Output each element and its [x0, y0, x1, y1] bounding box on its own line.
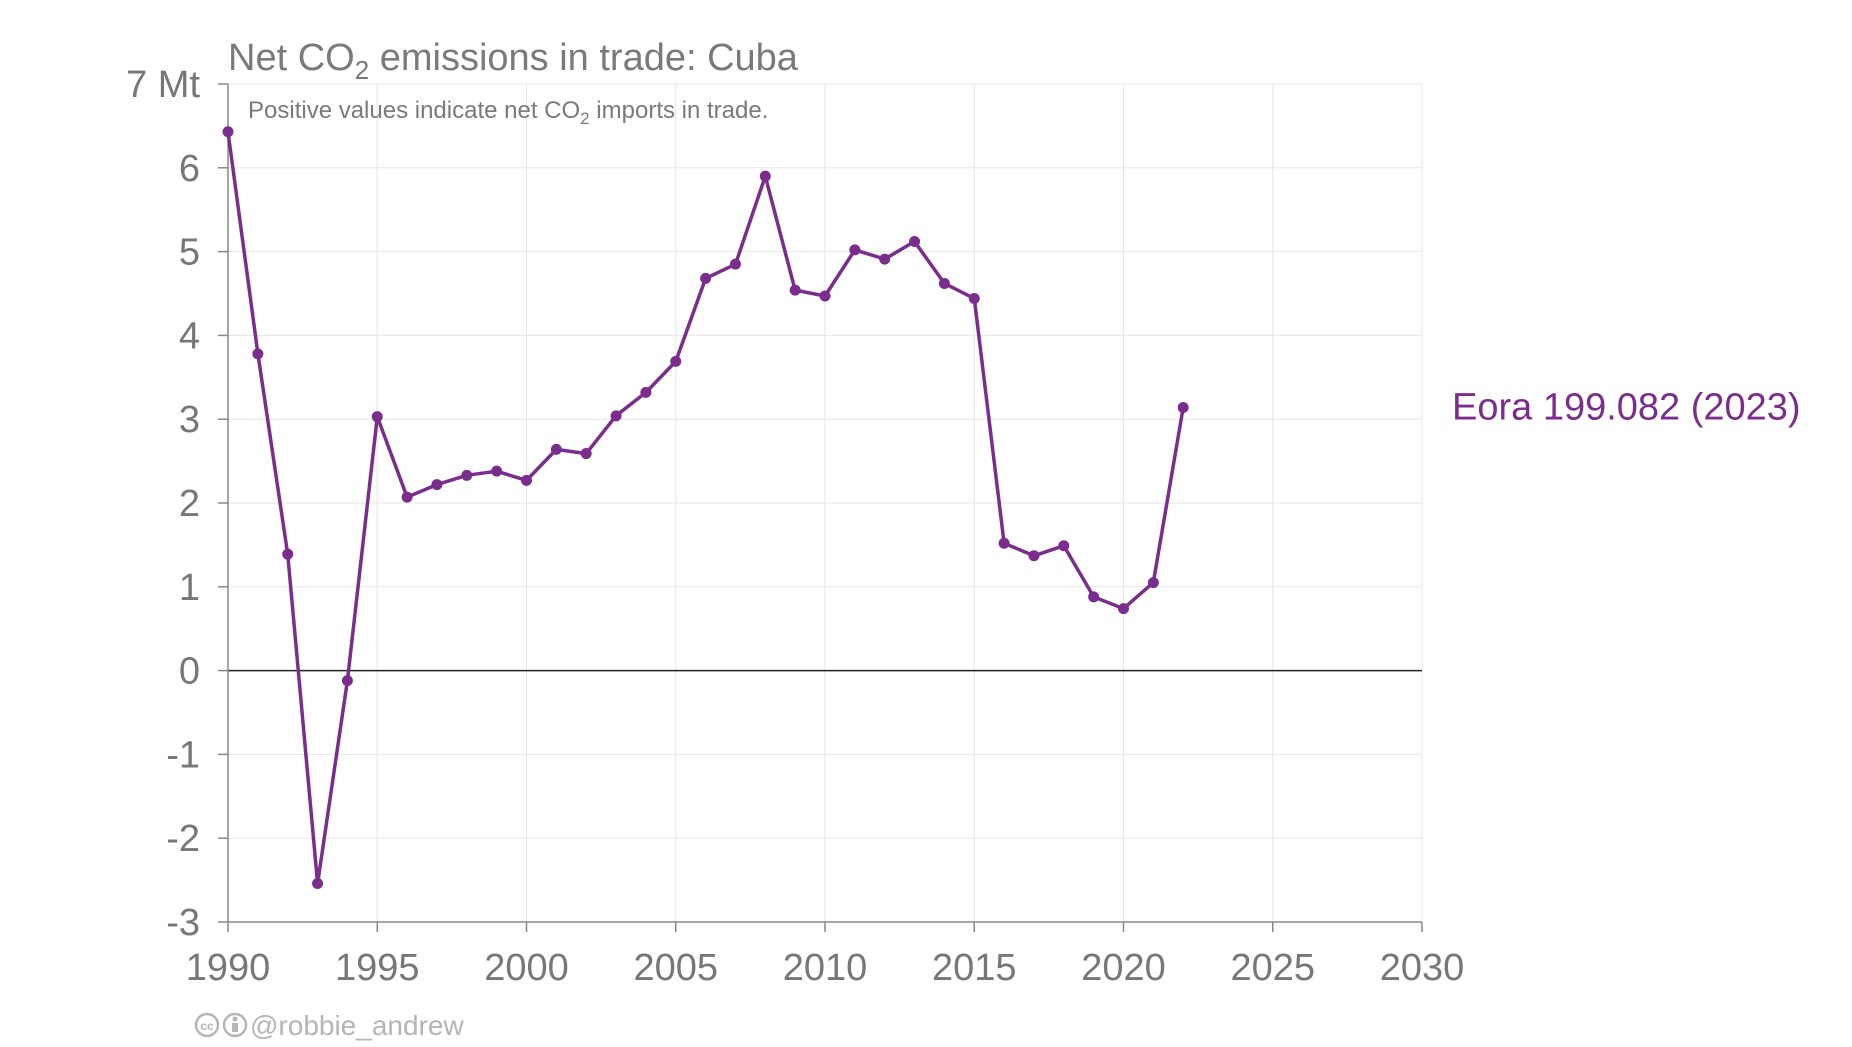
data-point	[461, 469, 473, 481]
grid	[227, 83, 1423, 923]
x-tick-label: 2015	[932, 947, 1017, 989]
series-label: Eora 199.082 (2023)	[1452, 386, 1801, 428]
data-point	[312, 877, 324, 889]
y-tick-label: -2	[166, 818, 200, 860]
x-tick-label: 2005	[633, 947, 718, 989]
x-tick-label: 2030	[1380, 947, 1465, 989]
data-point	[521, 474, 532, 486]
x-tick-label: 2025	[1230, 947, 1315, 989]
series-layer: Eora 199.082 (2023)	[222, 126, 1801, 889]
y-tick-label: -1	[166, 734, 200, 776]
data-point	[282, 548, 294, 560]
cc-icon: cc	[194, 1012, 220, 1038]
data-point	[401, 491, 413, 503]
axes: -3 -2 -1 0 1 2 3 4 5 6 7 Mt 1990 1995 2000 2005 2010 201…	[126, 64, 1464, 989]
data-point	[640, 386, 652, 398]
data-point	[759, 170, 771, 182]
chart-title: Net CO2 emissions in trade: Cuba	[228, 37, 799, 85]
data-point	[968, 293, 980, 305]
x-tick-label: 1990	[186, 947, 271, 989]
data-point	[491, 465, 503, 477]
data-point	[1118, 603, 1129, 615]
y-tick-label: 3	[179, 399, 200, 441]
data-point	[1028, 550, 1040, 562]
series-line	[226, 131, 1185, 886]
data-point	[341, 675, 353, 687]
y-tick-label: 4	[179, 315, 200, 357]
data-point	[1177, 401, 1189, 413]
data-point	[610, 410, 622, 422]
credit-text: @robbie_andrew	[250, 1010, 464, 1041]
x-tick-label: 1995	[335, 947, 420, 989]
x-tick-label: 2010	[783, 947, 868, 989]
data-point	[700, 272, 712, 284]
x-tick-label: 2000	[484, 947, 569, 989]
chart-subtitle: Positive values indicate net CO2 imports…	[248, 97, 768, 128]
data-point	[1088, 591, 1100, 603]
data-point	[431, 479, 443, 491]
data-point	[371, 411, 383, 423]
data-point	[1058, 540, 1070, 552]
data-point	[998, 537, 1010, 549]
data-point	[819, 290, 831, 302]
y-tick-label: 7 Mt	[126, 64, 200, 106]
data-point	[789, 284, 801, 296]
y-tick-label: -3	[166, 902, 200, 944]
data-point	[729, 258, 741, 270]
y-tick-label: 2	[179, 483, 200, 525]
attribution-icon	[222, 1012, 248, 1038]
data-point	[849, 244, 861, 256]
data-point	[670, 355, 682, 367]
data-point	[222, 126, 234, 138]
data-point	[1147, 577, 1159, 589]
data-point	[879, 253, 891, 265]
y-tick-label: 1	[179, 567, 200, 609]
credit: cc @robbie_andrew	[194, 1010, 464, 1041]
data-point	[252, 348, 264, 360]
x-tick-label: 2020	[1081, 947, 1166, 989]
data-point	[909, 236, 921, 248]
data-point	[550, 443, 562, 455]
y-tick-label: 5	[179, 232, 200, 274]
y-tick-label: 6	[179, 148, 200, 190]
data-point	[938, 277, 950, 289]
svg-text:cc: cc	[200, 1019, 214, 1033]
y-tick-label: 0	[179, 651, 200, 693]
data-point	[580, 448, 592, 460]
